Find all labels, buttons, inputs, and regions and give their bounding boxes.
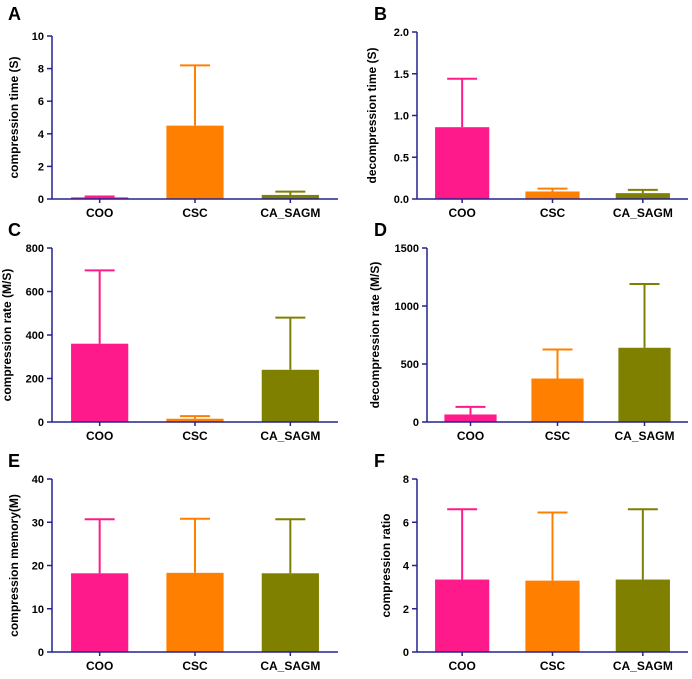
x-tick-label-a-coo: COO	[86, 206, 113, 220]
y-tick-label-e-3: 30	[32, 517, 44, 529]
y-tick-label-b-4: 2.0	[394, 27, 409, 39]
bar-b-coo	[435, 127, 490, 199]
y-tick-label-d-2: 1000	[395, 301, 419, 313]
y-tick-label-c-0: 0	[38, 417, 44, 429]
y-axis-label-c: compression rate (M/S)	[0, 269, 14, 402]
x-tick-label-b-csc: CSC	[540, 206, 566, 220]
bar-a-coo	[71, 197, 129, 199]
y-tick-label-a-1: 2	[38, 161, 44, 173]
bar-f-ca-sagm	[615, 579, 670, 652]
bar-b-ca-sagm	[615, 193, 670, 199]
y-tick-label-c-2: 400	[26, 330, 44, 342]
y-tick-label-e-0: 0	[38, 647, 44, 659]
x-tick-label-d-coo: COO	[457, 429, 484, 443]
bar-e-csc	[166, 572, 224, 652]
x-tick-label-f-coo: COO	[448, 659, 475, 673]
bar-f-csc	[525, 580, 580, 652]
y-axis-label-a: compression time (S)	[7, 56, 21, 178]
bar-c-csc	[166, 418, 224, 422]
panel-label-b: B	[374, 4, 387, 24]
x-tick-label-c-ca-sagm: CA_SAGM	[260, 429, 320, 443]
bar-c-coo	[71, 343, 129, 422]
x-tick-label-e-ca-sagm: CA_SAGM	[260, 659, 320, 673]
panel-label-c: C	[8, 220, 21, 240]
bar-c-ca-sagm	[261, 369, 319, 422]
panel-label-d: D	[374, 220, 387, 240]
x-tick-label-b-coo: COO	[448, 206, 475, 220]
bar-f-coo	[435, 579, 490, 652]
x-tick-label-c-coo: COO	[86, 429, 113, 443]
y-axis-label-d: decompression rate (M/S)	[368, 262, 382, 409]
y-tick-label-e-1: 10	[32, 604, 44, 616]
y-tick-label-b-3: 1.5	[394, 69, 409, 81]
y-tick-label-a-3: 6	[38, 96, 44, 108]
x-tick-label-a-ca-sagm: CA_SAGM	[260, 206, 320, 220]
y-tick-label-e-4: 40	[32, 474, 44, 486]
bar-a-csc	[166, 125, 224, 199]
y-tick-label-a-4: 8	[38, 64, 44, 76]
y-axis-label-f: compression ratio	[379, 513, 393, 617]
y-tick-label-d-3: 1500	[395, 243, 419, 255]
bar-e-ca-sagm	[261, 573, 319, 652]
y-tick-label-f-1: 2	[403, 604, 409, 616]
y-tick-label-a-2: 4	[38, 129, 45, 141]
x-tick-label-e-coo: COO	[86, 659, 113, 673]
y-tick-label-a-5: 10	[32, 31, 44, 43]
y-axis-label-e: compression memory(M)	[7, 494, 21, 637]
bar-d-coo	[444, 414, 497, 422]
y-tick-label-f-4: 8	[403, 474, 409, 486]
y-tick-label-f-2: 4	[403, 561, 410, 573]
x-tick-label-f-ca-sagm: CA_SAGM	[613, 659, 673, 673]
bar-d-ca-sagm	[618, 347, 671, 422]
bar-e-coo	[71, 573, 129, 652]
bar-d-csc	[531, 378, 584, 422]
y-tick-label-e-2: 20	[32, 561, 44, 573]
x-tick-label-e-csc: CSC	[182, 659, 208, 673]
y-tick-label-b-1: 0.5	[394, 152, 409, 164]
panel-label-f: F	[374, 451, 385, 471]
y-tick-label-d-1: 500	[401, 359, 419, 371]
y-tick-label-b-2: 1.0	[394, 111, 409, 123]
x-tick-label-b-ca-sagm: CA_SAGM	[613, 206, 673, 220]
x-tick-label-d-ca-sagm: CA_SAGM	[614, 429, 674, 443]
x-tick-label-c-csc: CSC	[182, 429, 208, 443]
y-tick-label-c-4: 800	[26, 243, 44, 255]
panel-label-a: A	[8, 4, 21, 24]
y-tick-label-f-3: 6	[403, 517, 409, 529]
x-tick-label-f-csc: CSC	[540, 659, 566, 673]
y-tick-label-f-0: 0	[403, 647, 409, 659]
y-tick-label-a-0: 0	[38, 194, 44, 206]
panel-label-e: E	[8, 451, 20, 471]
y-tick-label-c-1: 200	[26, 374, 44, 386]
x-tick-label-a-csc: CSC	[182, 206, 208, 220]
y-tick-label-b-0: 0.0	[394, 194, 409, 206]
y-tick-label-c-3: 600	[26, 287, 44, 299]
y-tick-label-d-0: 0	[413, 417, 419, 429]
x-tick-label-d-csc: CSC	[545, 429, 571, 443]
bar-a-ca-sagm	[261, 194, 319, 199]
bar-b-csc	[525, 191, 580, 199]
y-axis-label-b: decompression time (S)	[365, 47, 379, 183]
